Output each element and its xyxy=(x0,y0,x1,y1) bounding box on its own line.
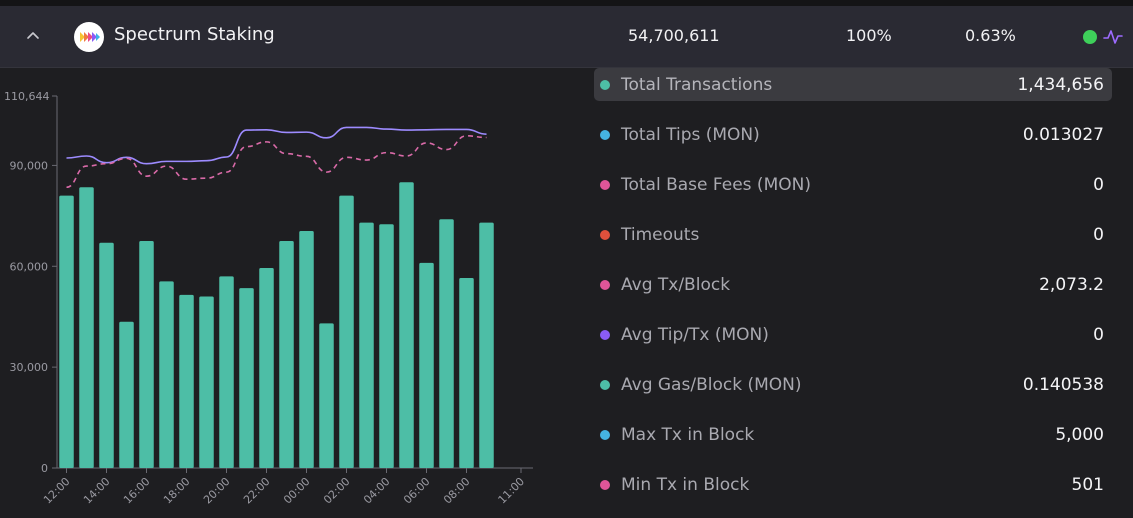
metric-label: Avg Tip/Tx (MON) xyxy=(621,325,769,345)
metric-row[interactable]: Total Transactions 1,434,656 xyxy=(594,68,1112,101)
bar xyxy=(79,187,94,468)
metric-value: 2,073.2 xyxy=(1039,275,1104,295)
chevron-up-icon[interactable] xyxy=(25,28,41,44)
metric-value: 0 xyxy=(1093,225,1104,245)
metric-legend-dot xyxy=(600,380,610,390)
bar xyxy=(239,288,254,468)
metric-legend-dot xyxy=(600,230,610,240)
metric-label: Total Transactions xyxy=(621,75,773,95)
metric-value: 501 xyxy=(1071,475,1104,495)
metric-legend-dot xyxy=(600,80,610,90)
bar xyxy=(339,195,354,468)
metric-label: Avg Tx/Block xyxy=(621,275,731,295)
x-tick-label: 11:00 xyxy=(496,475,528,507)
bar xyxy=(159,281,174,468)
x-tick-label: 18:00 xyxy=(161,475,193,507)
chart-svg: 110,644 90,000 60,000 30,000 012:00 14:00 16:0… xyxy=(4,90,533,507)
validator-row-header[interactable]: Spectrum Staking 54,700,611 100% 0.63% xyxy=(0,6,1133,68)
metric-legend-dot xyxy=(600,430,610,440)
bar xyxy=(359,222,374,468)
solid-series-line xyxy=(66,126,487,165)
y-tick-label: 60,000 xyxy=(10,260,49,273)
x-tick-label: 20:00 xyxy=(201,475,233,507)
bar xyxy=(139,241,154,468)
bar xyxy=(119,321,134,468)
metric-legend-dot xyxy=(600,330,610,340)
bar xyxy=(99,242,114,468)
x-tick-label: 12:00 xyxy=(41,475,73,507)
bar xyxy=(219,276,234,468)
bar xyxy=(259,267,274,468)
metric-row[interactable]: Avg Tip/Tx (MON) 0 xyxy=(594,318,1112,351)
metric-label: Total Base Fees (MON) xyxy=(621,175,811,195)
metrics-list: Total Transactions 1,434,656 Total Tips (M… xyxy=(594,68,1112,518)
activity-icon[interactable] xyxy=(1103,28,1123,46)
bar xyxy=(419,262,434,468)
bar xyxy=(279,241,294,468)
bar xyxy=(299,230,314,468)
metric-value: 0.013027 xyxy=(1022,125,1104,145)
validator-name[interactable]: Spectrum Staking xyxy=(114,24,275,45)
dashed-series-line xyxy=(66,135,487,189)
metric-label: Avg Gas/Block (MON) xyxy=(621,375,802,395)
x-tick-label: 16:00 xyxy=(121,475,153,507)
metric-row[interactable]: Timeouts 0 xyxy=(594,218,1112,251)
metric-value: 1,434,656 xyxy=(1017,75,1104,95)
metric-label: Min Tx in Block xyxy=(621,475,750,495)
bar xyxy=(199,296,214,468)
metric-legend-dot xyxy=(600,480,610,490)
y-tick-label: 0 xyxy=(41,462,48,475)
x-tick-label: 14:00 xyxy=(81,475,113,507)
bar xyxy=(319,323,334,468)
y-tick-label: 90,000 xyxy=(10,159,49,172)
stake-share-percent: 0.63% xyxy=(965,26,1016,45)
metric-legend-dot xyxy=(600,280,610,290)
top-strip xyxy=(0,0,1133,6)
x-tick-label: 04:00 xyxy=(361,475,393,507)
metric-value: 5,000 xyxy=(1055,425,1104,445)
stake-amount: 54,700,611 xyxy=(628,26,720,45)
x-tick-label: 06:00 xyxy=(401,475,433,507)
validator-logo xyxy=(74,22,104,52)
metric-value: 0.140538 xyxy=(1022,375,1104,395)
metric-row[interactable]: Total Tips (MON) 0.013027 xyxy=(594,118,1112,151)
transactions-chart: 110,644 90,000 60,000 30,000 0 12:00 14:00 16:0… xyxy=(0,68,560,513)
metric-legend-dot xyxy=(600,180,610,190)
metric-label: Timeouts xyxy=(621,225,700,245)
bar xyxy=(179,294,194,468)
metric-label: Total Tips (MON) xyxy=(621,125,760,145)
y-tick-label: 110,644 xyxy=(4,90,50,103)
x-tick-label: 00:00 xyxy=(281,475,313,507)
x-tick-label: 02:00 xyxy=(321,475,353,507)
metric-value: 0 xyxy=(1093,325,1104,345)
bar xyxy=(399,182,414,468)
metric-legend-dot xyxy=(600,130,610,140)
metric-row[interactable]: Min Tx in Block 501 xyxy=(594,468,1112,501)
metric-row[interactable]: Avg Tx/Block 2,073.2 xyxy=(594,268,1112,301)
metric-row[interactable]: Total Base Fees (MON) 0 xyxy=(594,168,1112,201)
metric-label: Max Tx in Block xyxy=(621,425,755,445)
x-tick-label: 22:00 xyxy=(241,475,273,507)
bar xyxy=(439,219,454,468)
x-tick-label: 08:00 xyxy=(441,475,473,507)
metric-value: 0 xyxy=(1093,175,1104,195)
bar xyxy=(479,222,494,468)
metric-row[interactable]: Avg Gas/Block (MON) 0.140538 xyxy=(594,368,1112,401)
status-online-indicator xyxy=(1083,30,1097,44)
bar xyxy=(379,224,394,468)
metric-row[interactable]: Max Tx in Block 5,000 xyxy=(594,418,1112,451)
y-tick-label: 30,000 xyxy=(10,361,49,374)
uptime-percent: 100% xyxy=(846,26,892,45)
bar xyxy=(459,278,474,468)
bar xyxy=(59,195,74,468)
